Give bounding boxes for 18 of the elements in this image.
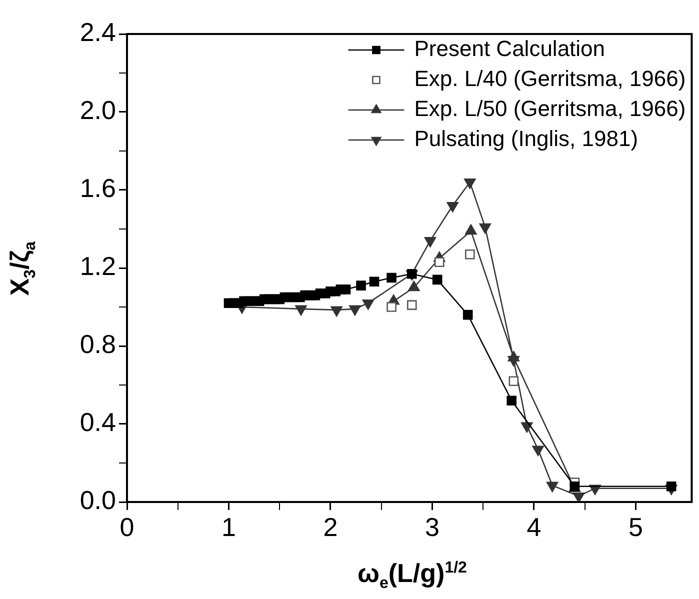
y-tick-label: 0.4 (80, 407, 116, 438)
y-tick-label: 1.6 (80, 173, 116, 204)
x-tick-label: 0 (120, 512, 134, 542)
x-tick-label: 2 (323, 512, 338, 542)
x-tick-label: 3 (425, 512, 440, 542)
y-tick-label: 2.4 (80, 17, 116, 48)
legend-label: Exp. L/50 (Gerritsma, 1966) (414, 96, 686, 122)
legend-label: Present Calculation (414, 36, 606, 62)
y-tick-label: 2.0 (80, 95, 116, 126)
x-tick-label: 4 (526, 512, 542, 542)
y-tick-label: 0.0 (80, 485, 116, 516)
x-tick-label: 5 (628, 512, 643, 542)
legend-label: Exp. L/40 (Gerritsma, 1966) (414, 66, 686, 92)
legend-label: Pulsating (Inglis, 1981) (414, 126, 638, 152)
x-axis-title: ω$_{e}$(L/g)$^{1/2}$ (358, 558, 467, 594)
x-tick-label: 1 (222, 512, 236, 542)
y-tick-label: 0.8 (80, 329, 116, 360)
y-tick-label: 1.2 (80, 251, 116, 282)
